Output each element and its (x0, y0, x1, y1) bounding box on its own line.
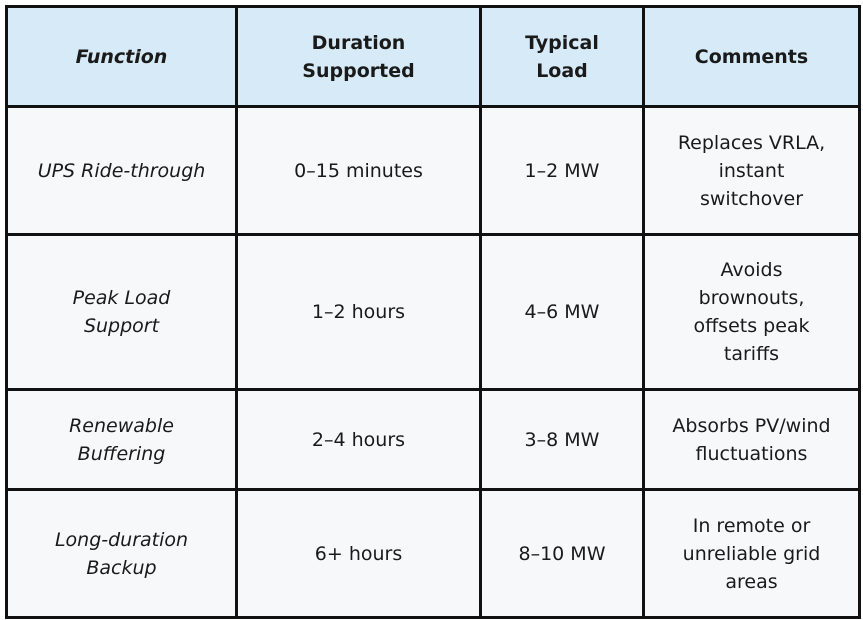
cell-duration: 2–4 hours (235, 388, 482, 491)
table-row: Long-duration Backup 6+ hours 8–10 MW In… (5, 488, 861, 619)
cell-comments-text: Replaces VRLA, instant switchover (677, 131, 826, 210)
cell-duration: 6+ hours (235, 488, 482, 619)
header-load: Typical Load (479, 5, 645, 108)
cell-comments-text: Absorbs PV/wind fluctuations (672, 414, 831, 465)
cell-comments: Replaces VRLA, instant switchover (642, 105, 861, 236)
header-duration: Duration Supported (235, 5, 482, 108)
cell-comments-text: In remote or unreliable grid areas (682, 514, 821, 593)
header-load-text: Typical Load (525, 31, 599, 82)
header-comments: Comments (642, 5, 861, 108)
table-row: UPS Ride-through 0–15 minutes 1–2 MW Rep… (5, 105, 861, 236)
bess-function-table: Function Duration Supported Typical Load… (5, 5, 861, 619)
header-duration-text: Duration Supported (302, 31, 415, 82)
cell-function: Peak Load Support (5, 233, 238, 391)
cell-comments: Absorbs PV/wind fluctuations (642, 388, 861, 491)
cell-load: 8–10 MW (479, 488, 645, 619)
cell-comments: In remote or unreliable grid areas (642, 488, 861, 619)
cell-function-text: Peak Load Support (72, 287, 171, 337)
cell-function-text: Long-duration Backup (54, 528, 189, 579)
cell-comments: Avoids brownouts, offsets peak tariffs (642, 233, 861, 391)
cell-comments-text: Avoids brownouts, offsets peak tariffs (693, 259, 810, 365)
table-header-row: Function Duration Supported Typical Load… (5, 5, 861, 108)
cell-function: Renewable Buffering (5, 388, 238, 491)
cell-load: 4–6 MW (479, 233, 645, 391)
cell-duration: 0–15 minutes (235, 105, 482, 236)
table-row: Renewable Buffering 2–4 hours 3–8 MW Abs… (5, 388, 861, 491)
cell-function: Long-duration Backup (5, 488, 238, 619)
header-function: Function (5, 5, 238, 108)
cell-load: 3–8 MW (479, 388, 645, 491)
cell-function: UPS Ride-through (5, 105, 238, 236)
table-row: Peak Load Support 1–2 hours 4–6 MW Avoid… (5, 233, 861, 391)
cell-duration: 1–2 hours (235, 233, 482, 391)
cell-function-text: Renewable Buffering (69, 414, 174, 465)
cell-load: 1–2 MW (479, 105, 645, 236)
